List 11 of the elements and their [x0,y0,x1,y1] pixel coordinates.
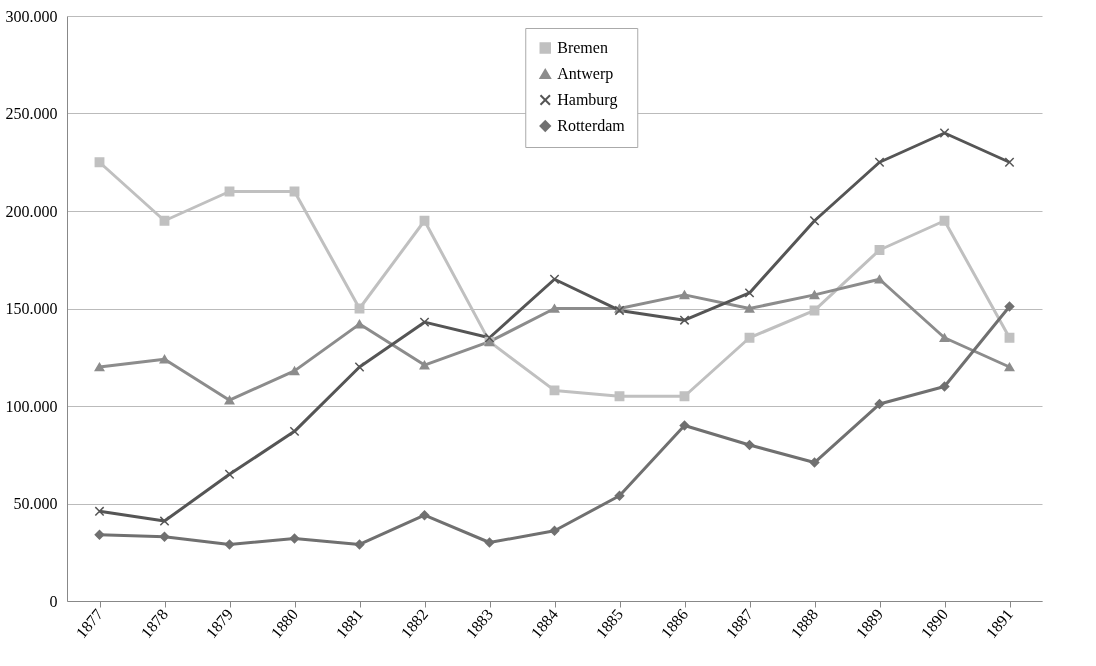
legend-label: Antwerp [557,65,614,83]
y-tick-label: 150.000 [5,300,58,317]
y-tick-label: 250.000 [5,105,58,122]
legend-label: Rotterdam [557,117,626,134]
legend-label: Hamburg [557,91,618,109]
legend-label: Bremen [557,39,608,56]
y-tick-label: 100.000 [5,397,58,415]
y-tick-label: 0 [49,592,58,610]
y-tick-label: 200.000 [5,202,58,220]
y-tick-label: 300.000 [5,7,58,25]
y-tick-label: 50.000 [13,495,58,512]
